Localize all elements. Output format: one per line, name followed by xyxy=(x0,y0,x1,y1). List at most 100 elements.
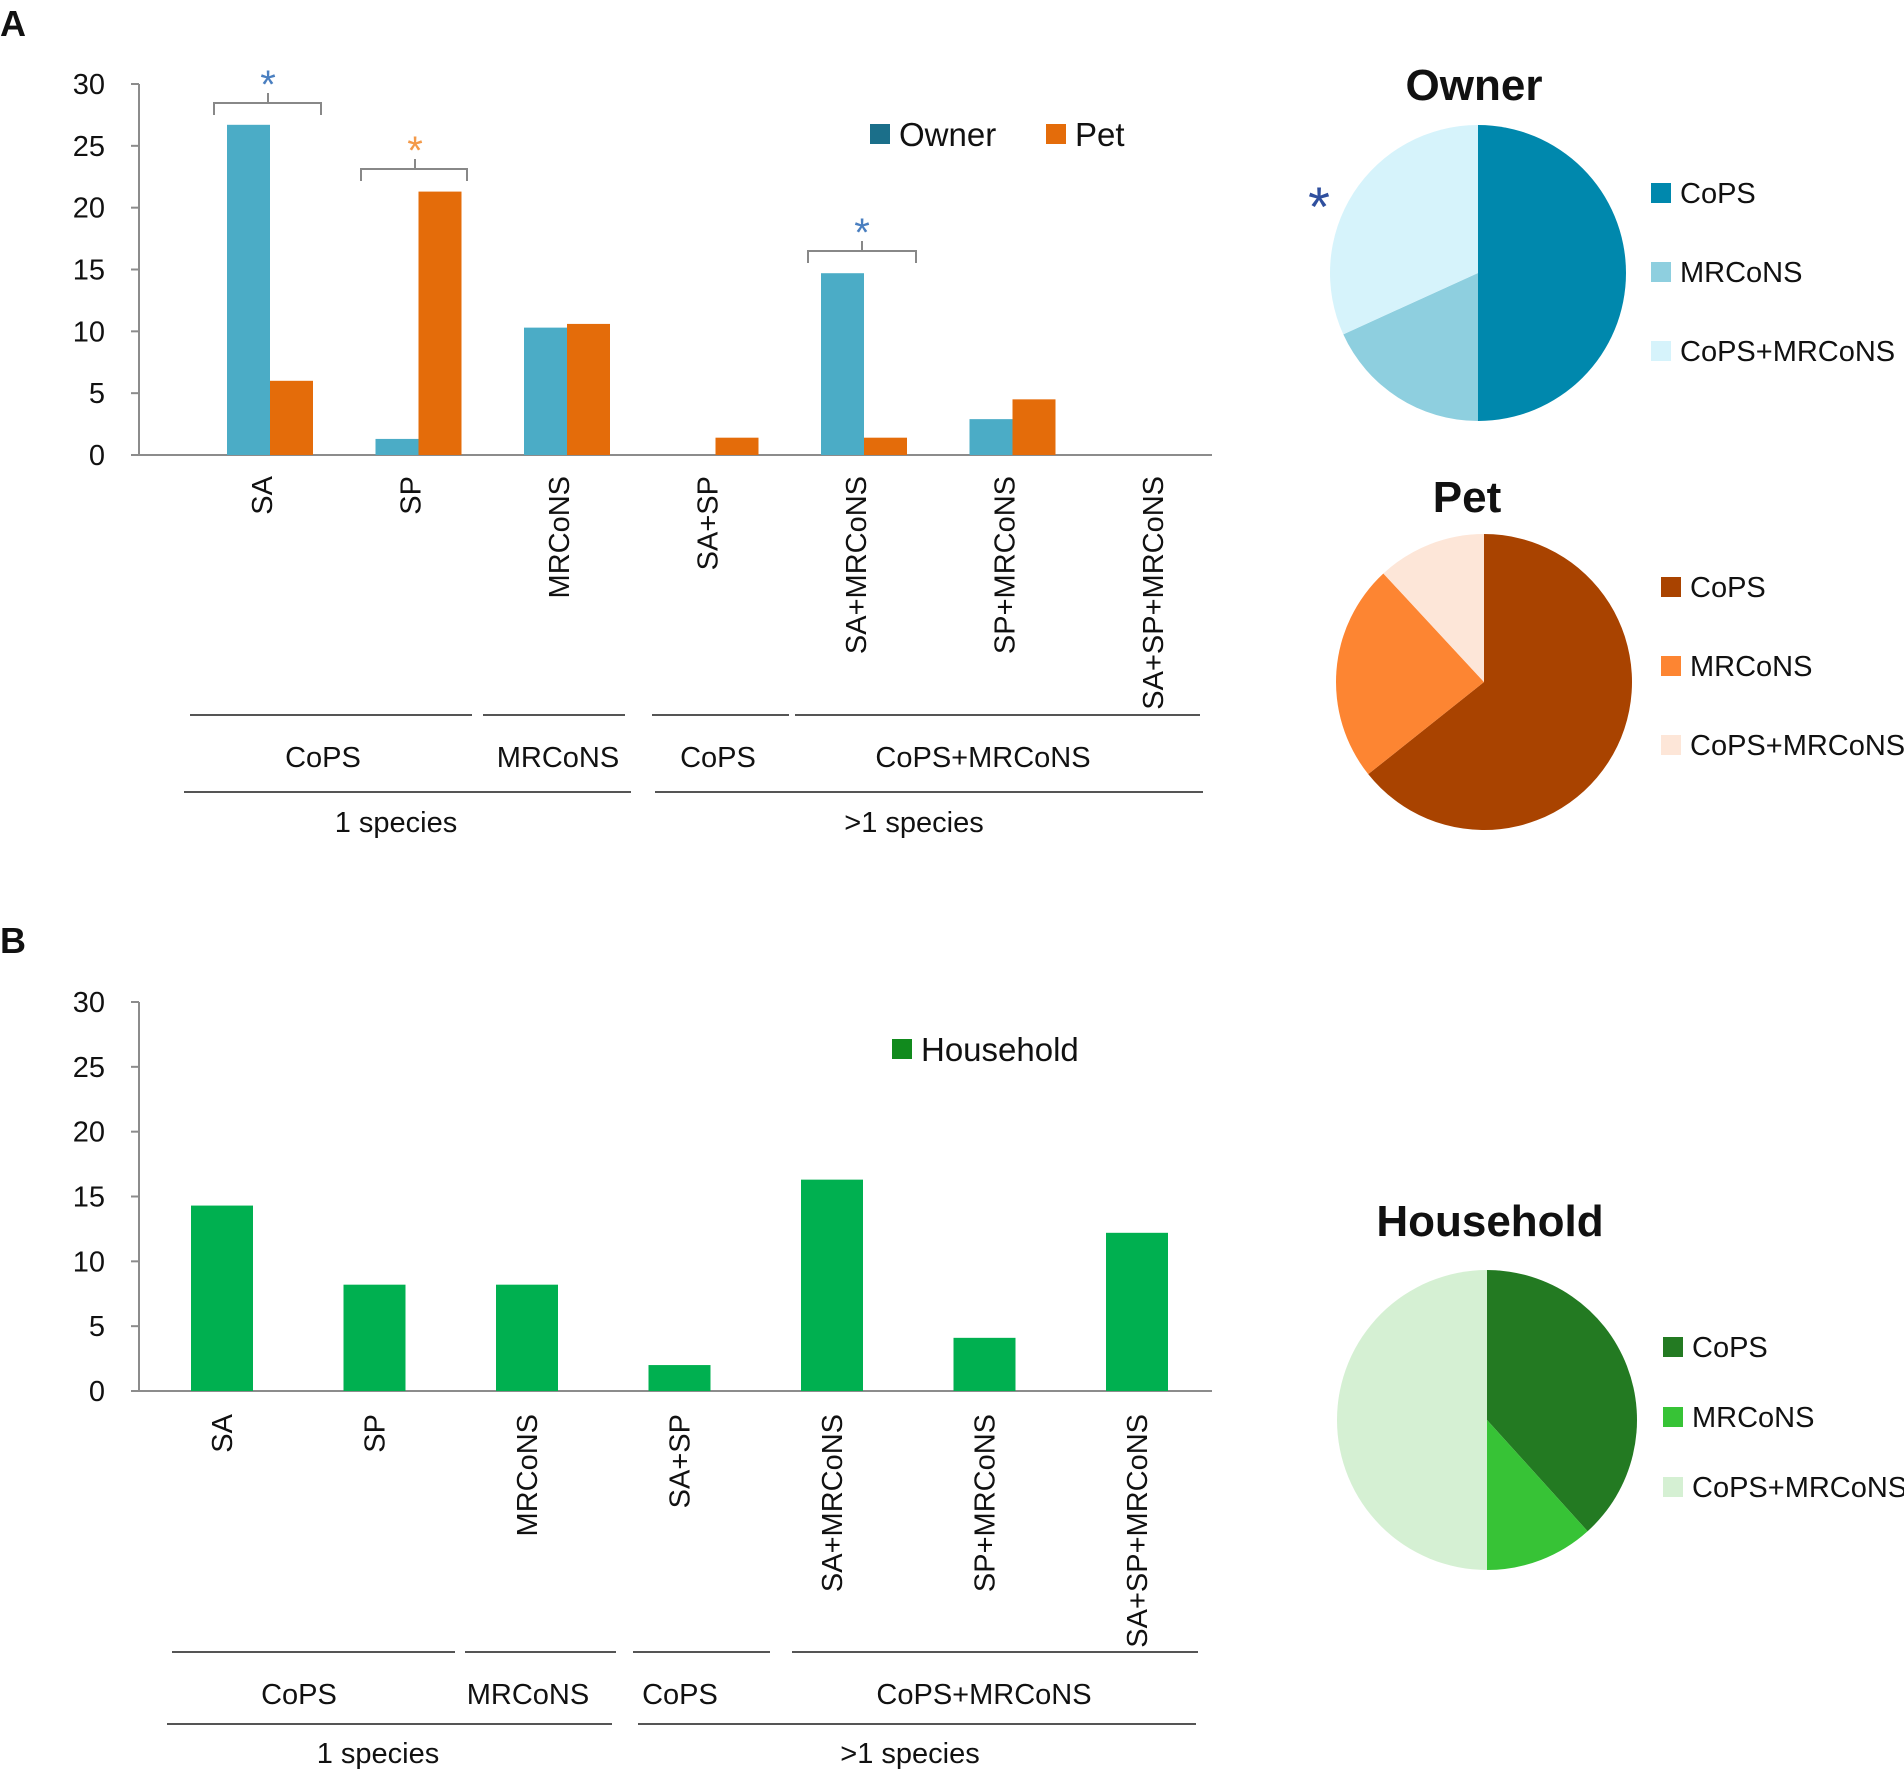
pie-slice-mrcons xyxy=(1487,1420,1588,1570)
y-tick-label: 25 xyxy=(73,1052,105,1084)
pie-slice-cops xyxy=(1368,534,1632,830)
panel-a-significance: * * * xyxy=(213,63,917,263)
panel-b-legend: Household xyxy=(892,1031,1079,1068)
group-label-cops-mrcons: CoPS+MRCoNS xyxy=(875,742,1090,774)
category-label-sp: SP xyxy=(360,1414,392,1453)
y-tick-label: 20 xyxy=(73,193,105,225)
bar-pet-sa-mrcons xyxy=(864,437,907,455)
category-label-sa-sp-mrcons: SA+SP+MRCoNS xyxy=(1122,1414,1154,1648)
panel-a-bar-chart: 0 5 10 15 20 25 30 SA SP MRCoNS SA+SP SA+MRCoNS SP+… xyxy=(73,63,1212,839)
legend-swatch-cops xyxy=(1651,183,1671,203)
pet-pie-chart: Pet CoPS MRCoNS CoPS+MRCoNS xyxy=(1336,473,1904,830)
legend-swatch-cops-mrcons xyxy=(1651,341,1671,361)
panel-b-y-ticks: 0 5 10 15 20 25 30 xyxy=(73,987,139,1408)
legend-label-cops-mrcons: CoPS+MRCoNS xyxy=(1690,730,1904,762)
group-label-cops-mrcons: CoPS+MRCoNS xyxy=(876,1679,1091,1711)
owner-pie-slices xyxy=(1330,125,1626,421)
legend-pet-label: Pet xyxy=(1075,116,1125,153)
category-label-mrcons: MRCoNS xyxy=(544,476,576,598)
group-label-cops-1: CoPS xyxy=(285,742,361,774)
owner-pie-significance-star: * xyxy=(1308,175,1330,238)
category-label-sp: SP xyxy=(396,476,428,515)
legend-swatch-cops xyxy=(1661,577,1681,597)
pie-slice-cops-mrcons xyxy=(1330,125,1478,335)
household-pie-title: Household xyxy=(1376,1197,1603,1246)
legend-label-cops: CoPS xyxy=(1692,1332,1768,1364)
y-tick-label: 15 xyxy=(73,1182,105,1214)
panel-a-category-labels: SA SP MRCoNS SA+SP SA+MRCoNS SP+MRCoNS SA+SP+M… xyxy=(247,475,1170,709)
bar-owner-sp xyxy=(375,438,419,455)
panel-a-bars xyxy=(227,124,1056,455)
category-label-sa: SA xyxy=(247,475,279,514)
legend-owner-label: Owner xyxy=(899,116,996,153)
y-tick-label: 5 xyxy=(89,1311,105,1343)
significance-bracket-sa-mrcons xyxy=(807,241,917,263)
panel-b-label: B xyxy=(0,920,26,961)
pie-slice-cops xyxy=(1487,1270,1637,1532)
legend-swatch-cops-mrcons xyxy=(1663,1477,1683,1497)
group-label-cops-2: CoPS xyxy=(642,1679,718,1711)
y-tick-label: 5 xyxy=(89,378,105,410)
bar-owner-sp-mrcons xyxy=(969,419,1013,455)
y-tick-label: 25 xyxy=(73,131,105,163)
legend-owner-swatch xyxy=(870,124,890,144)
category-label-sa-mrcons: SA+MRCoNS xyxy=(817,1414,849,1592)
pet-pie-title: Pet xyxy=(1433,473,1502,522)
category-label-sa: SA xyxy=(207,1413,239,1452)
legend-label-cops: CoPS xyxy=(1690,572,1766,604)
legend-label-cops: CoPS xyxy=(1680,178,1756,210)
household-pie-legend: CoPS MRCoNS CoPS+MRCoNS xyxy=(1663,1332,1904,1504)
bar-household-sa xyxy=(191,1205,253,1391)
bar-household-mrcons xyxy=(496,1284,558,1391)
pie-slice-cops-mrcons xyxy=(1337,1270,1487,1570)
category-label-sa-sp: SA+SP xyxy=(693,476,725,570)
household-pie-chart: Household CoPS MRCoNS CoPS+MRCoNS xyxy=(1337,1197,1904,1570)
significance-star-sp: * xyxy=(407,129,423,173)
pie-slice-mrcons xyxy=(1343,273,1478,421)
panel-a-grouping: CoPS MRCoNS CoPS CoPS+MRCoNS 1 species >… xyxy=(184,714,1203,839)
y-tick-label: 20 xyxy=(73,1117,105,1149)
legend-label-cops-mrcons: CoPS+MRCoNS xyxy=(1692,1472,1904,1504)
bar-household-sa-sp-mrcons xyxy=(1106,1232,1168,1391)
category-label-sp-mrcons: SP+MRCoNS xyxy=(990,476,1022,654)
legend-label-mrcons: MRCoNS xyxy=(1692,1402,1814,1434)
y-tick-label: 0 xyxy=(89,1376,105,1408)
panel-a-legend: Owner Pet xyxy=(870,116,1125,153)
group-label-cops-1: CoPS xyxy=(261,1679,337,1711)
group-label-multi-species: >1 species xyxy=(840,1738,979,1770)
bar-pet-sa xyxy=(270,380,313,455)
bar-owner-sa-mrcons xyxy=(821,273,864,455)
bar-household-sp xyxy=(343,1284,406,1391)
category-label-mrcons: MRCoNS xyxy=(512,1414,544,1536)
owner-pie-title: Owner xyxy=(1406,61,1543,110)
significance-star-sa: * xyxy=(260,63,276,107)
panel-b-grouping: CoPS MRCoNS CoPS CoPS+MRCoNS 1 species >… xyxy=(167,1651,1198,1770)
legend-swatch-cops-mrcons xyxy=(1661,735,1681,755)
significance-bracket-sa xyxy=(213,93,322,115)
y-tick-label: 10 xyxy=(73,316,105,348)
y-tick-label: 0 xyxy=(89,440,105,472)
category-label-sa-sp-mrcons: SA+SP+MRCoNS xyxy=(1138,476,1170,710)
group-label-1-species: 1 species xyxy=(317,1738,440,1770)
y-tick-label: 15 xyxy=(73,255,105,287)
group-label-cops-2: CoPS xyxy=(680,742,756,774)
legend-label-mrcons: MRCoNS xyxy=(1680,257,1802,289)
pet-pie-legend: CoPS MRCoNS CoPS+MRCoNS xyxy=(1661,572,1904,762)
pet-pie-slices xyxy=(1336,534,1632,830)
legend-swatch-mrcons xyxy=(1663,1407,1683,1427)
household-pie-slices xyxy=(1337,1270,1637,1570)
bar-household-sa-sp xyxy=(648,1365,711,1391)
panel-a-label: A xyxy=(0,3,26,44)
legend-household-label: Household xyxy=(921,1031,1079,1068)
pie-slice-mrcons xyxy=(1336,573,1484,775)
significance-bracket-sp xyxy=(360,159,468,181)
legend-swatch-cops xyxy=(1663,1337,1683,1357)
bar-household-sp-mrcons xyxy=(953,1337,1016,1391)
legend-pet-swatch xyxy=(1046,124,1066,144)
bar-pet-sa-sp xyxy=(715,437,759,455)
bar-owner-mrcons xyxy=(524,327,567,455)
y-tick-label: 10 xyxy=(73,1246,105,1278)
panel-b-bars xyxy=(191,1179,1168,1391)
